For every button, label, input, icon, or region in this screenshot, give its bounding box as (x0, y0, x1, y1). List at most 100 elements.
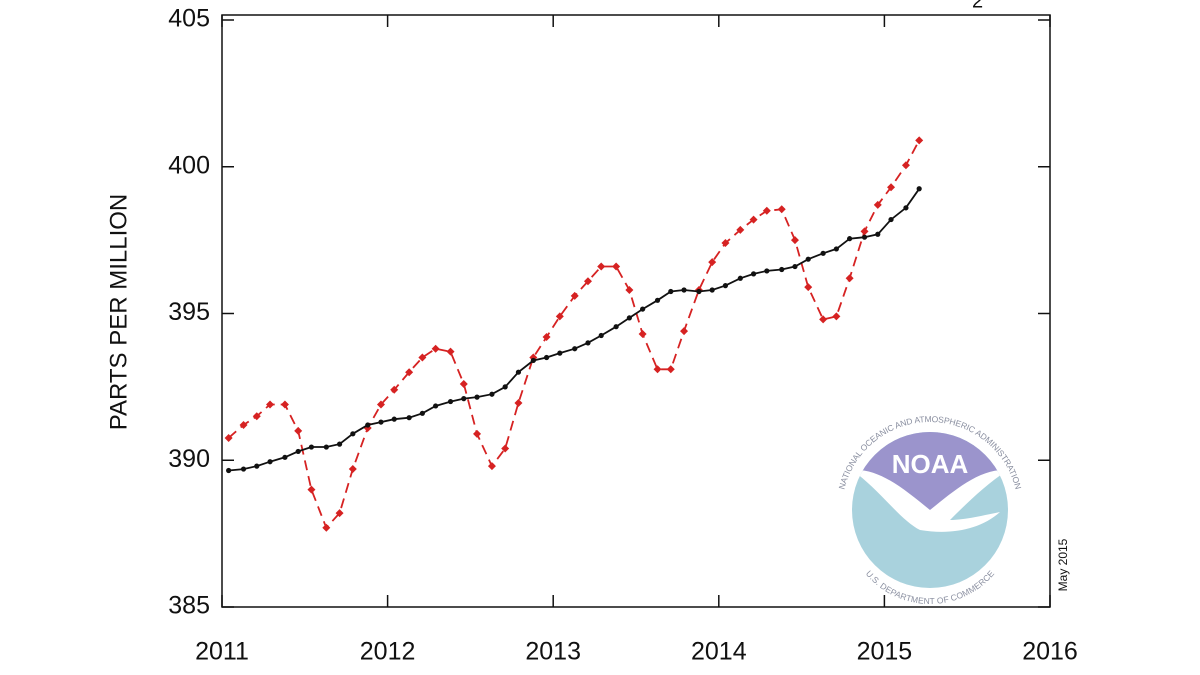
y-tick-label: 400 (168, 151, 210, 179)
data-point (626, 315, 632, 321)
data-point (640, 306, 646, 312)
data-point (722, 283, 729, 289)
data-point (653, 365, 662, 374)
data-point (336, 441, 343, 447)
data-point (680, 327, 689, 336)
noaa-logo: NOAA NATIONAL OCEANIC AND ATMOSPHERIC AD… (837, 414, 1023, 606)
data-point (792, 263, 798, 270)
data-point (860, 227, 869, 236)
data-point (307, 485, 316, 494)
data-point (612, 262, 621, 271)
x-tick-label: 2012 (360, 638, 416, 666)
data-point (861, 234, 868, 240)
data-point (459, 379, 468, 388)
data-point (474, 394, 480, 400)
data-point (323, 444, 329, 450)
data-point (419, 410, 425, 416)
data-point (282, 454, 288, 460)
data-point (239, 421, 248, 430)
data-point (749, 215, 758, 224)
data-point (721, 239, 730, 248)
data-point (542, 332, 551, 341)
y-tick-label: 385 (168, 592, 210, 620)
data-point (252, 412, 261, 421)
data-point (543, 354, 550, 361)
series-line (228, 188, 920, 472)
data-point (322, 523, 331, 532)
data-point (515, 369, 522, 375)
data-point (804, 283, 813, 292)
data-point (805, 256, 811, 262)
y-axis-label: PARTS PER MILLION (105, 194, 132, 431)
data-point (583, 277, 592, 286)
data-point (365, 422, 371, 428)
data-point (625, 286, 634, 295)
data-point (557, 350, 563, 356)
data-point (572, 346, 578, 352)
data-point (254, 463, 260, 469)
data-point (502, 384, 508, 390)
data-point (585, 340, 591, 346)
logo-text: NOAA (892, 449, 969, 479)
data-point (832, 312, 841, 321)
data-point (887, 183, 896, 192)
data-point (820, 250, 826, 256)
data-point (555, 312, 564, 321)
data-point (294, 426, 303, 435)
data-point (696, 288, 702, 295)
data-point (390, 385, 399, 394)
data-point (391, 416, 397, 422)
data-point (598, 332, 604, 339)
x-tick-label: 2014 (691, 638, 747, 666)
data-point (736, 225, 745, 234)
y-tick-label: 405 (168, 5, 210, 33)
data-point (819, 315, 828, 324)
data-point (335, 509, 344, 518)
data-point (790, 236, 799, 245)
data-point (240, 466, 247, 472)
data-point (348, 465, 357, 474)
x-tick-label: 2015 (857, 638, 913, 666)
data-point (613, 324, 619, 330)
data-point (280, 400, 289, 409)
data-point (266, 400, 275, 409)
data-point (833, 246, 839, 252)
data-point (418, 353, 427, 362)
data-point (845, 274, 854, 283)
y-tick-label: 395 (168, 298, 210, 326)
data-point (903, 205, 909, 211)
data-point (709, 287, 715, 293)
title-fragment: 2 (972, 0, 983, 12)
data-point (405, 368, 414, 377)
data-point (446, 347, 455, 356)
data-point (501, 444, 510, 453)
data-point (750, 271, 757, 277)
data-point (915, 136, 924, 145)
date-note: May 2015 (1056, 538, 1070, 591)
data-point (350, 431, 356, 437)
data-point (489, 391, 495, 397)
data-point (916, 186, 922, 192)
data-point (461, 396, 467, 402)
data-point (570, 291, 579, 300)
data-point (530, 357, 536, 364)
data-point (597, 262, 606, 271)
series-line (228, 139, 920, 530)
data-point (267, 459, 273, 465)
data-point (378, 419, 384, 425)
data-point (406, 415, 412, 421)
data-point (847, 236, 853, 242)
data-point (376, 400, 385, 409)
data-point (777, 205, 786, 214)
data-point (654, 297, 661, 303)
data-point (433, 403, 439, 409)
data-point (431, 344, 440, 353)
data-point (708, 258, 717, 267)
data-point (447, 398, 454, 405)
data-point (473, 429, 482, 438)
y-tick-label: 390 (168, 445, 210, 473)
x-tick-label: 2013 (525, 638, 581, 666)
data-point (888, 216, 894, 223)
data-point (875, 231, 881, 237)
